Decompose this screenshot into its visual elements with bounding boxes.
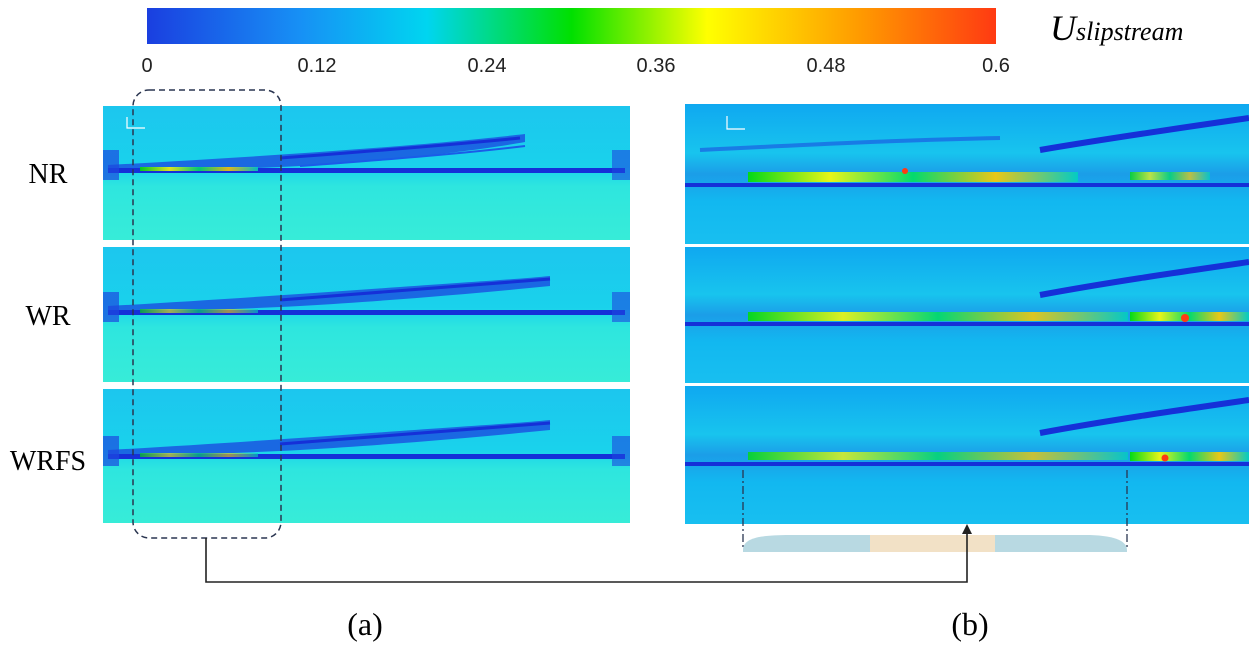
nose-wake	[103, 436, 119, 466]
train-wall-line	[685, 462, 1249, 466]
panel-label-a: (a)	[347, 606, 383, 642]
hot-region	[1130, 312, 1249, 321]
panel-label-b: (b)	[951, 606, 988, 642]
row-label-wr: WR	[25, 301, 70, 332]
selection-box	[132, 89, 282, 539]
wake-band	[299, 145, 526, 167]
colorbar-tick-2: 0.24	[468, 55, 507, 77]
train-body-middle	[870, 535, 995, 552]
panel-b-row-3	[685, 386, 1249, 524]
hot-region	[748, 452, 1128, 460]
hot-spot	[1161, 454, 1169, 462]
hot-region	[748, 312, 1128, 321]
colorbar-tick-3: 0.36	[637, 55, 676, 77]
wake-band	[279, 136, 521, 160]
nose-wake	[103, 150, 119, 180]
train-schematic	[743, 535, 1127, 552]
row-label-nr: NR	[29, 159, 68, 190]
colorbar-tick-0: 0	[141, 55, 152, 77]
connector-arrowhead	[962, 524, 972, 534]
train-wall-line	[685, 183, 1249, 187]
hot-region	[140, 309, 258, 313]
hot-region	[1130, 452, 1249, 461]
colorbar-tick-5: 0.6	[982, 55, 1010, 77]
tail-wake	[612, 436, 630, 466]
panel-a	[103, 89, 630, 539]
train-wall-line	[108, 168, 625, 173]
train-wall-line	[108, 454, 625, 459]
tail-wake	[612, 150, 630, 180]
panel-b-row-1	[685, 104, 1249, 244]
wake-band	[279, 421, 551, 446]
train-wall-line	[685, 322, 1249, 326]
wake-band	[108, 134, 525, 172]
panel-a-row-wrfs	[103, 389, 630, 523]
train-body-right	[995, 535, 1127, 552]
colorbar-tick-1: 0.12	[298, 55, 337, 77]
panel-a-row-wr	[103, 247, 630, 382]
colorbar-title: Uslipstream	[1050, 8, 1183, 48]
hot-spot	[1181, 314, 1189, 322]
hot-region	[140, 167, 258, 171]
wake-band	[699, 136, 1001, 152]
tail-wake	[612, 292, 630, 322]
colorbar-tick-4: 0.48	[807, 55, 846, 77]
train-body-left	[743, 535, 870, 552]
colorbar: 0 0.12 0.24 0.36 0.48 0.6 Uslipstream	[141, 8, 1183, 77]
axis-glyph	[126, 117, 145, 129]
hot-spot	[902, 168, 908, 174]
hot-region	[140, 453, 258, 457]
wake-band	[1039, 397, 1249, 436]
wake-band	[108, 420, 550, 456]
wake-band	[108, 276, 550, 312]
wake-band	[1039, 259, 1249, 298]
panel-a-row-nr	[103, 106, 630, 240]
connector-line	[205, 530, 968, 583]
hot-region	[748, 172, 1078, 182]
wake-band	[1039, 115, 1249, 153]
row-label-wrfs: WRFS	[10, 446, 86, 477]
colorbar-gradient	[147, 8, 996, 44]
train-wall-line	[108, 310, 625, 315]
colorbar-title-symbol: U	[1050, 8, 1078, 48]
colorbar-title-subscript: slipstream	[1076, 17, 1183, 46]
hot-region	[1130, 172, 1210, 180]
panel-b	[685, 104, 1249, 552]
nose-wake	[103, 292, 119, 322]
panel-b-row-2	[685, 247, 1249, 383]
wake-band	[279, 277, 551, 302]
axis-glyph	[726, 116, 745, 130]
